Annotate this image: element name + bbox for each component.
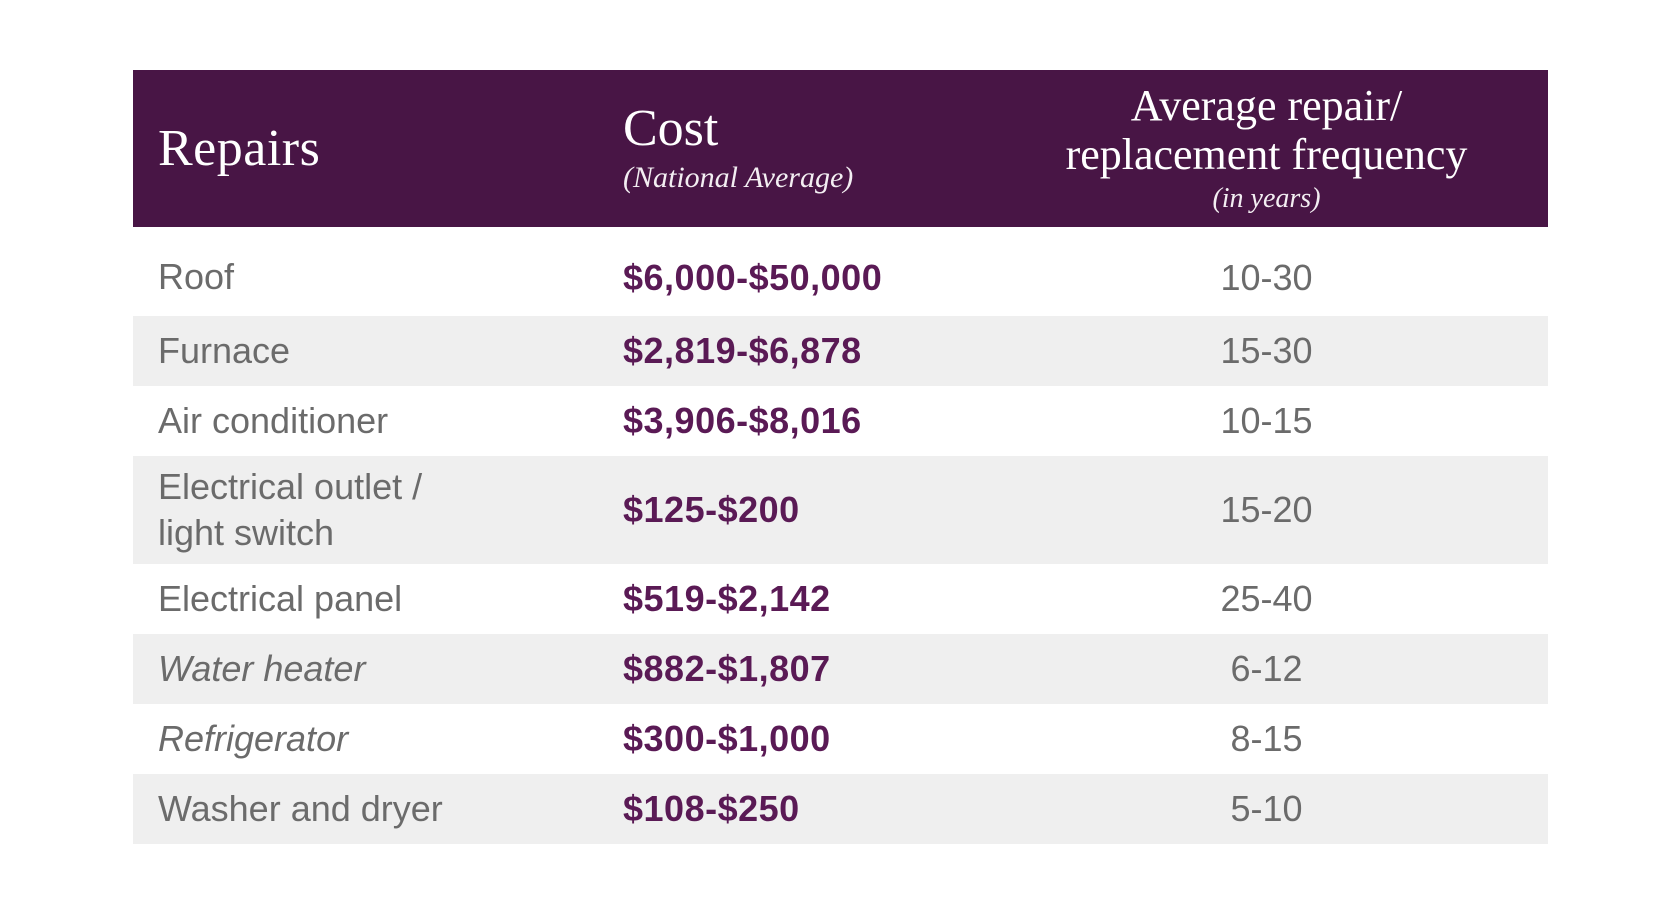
cost-range-cell: $3,906-$8,016 (623, 400, 862, 441)
table-row: Roof $6,000-$50,000 10-30 (133, 227, 1548, 316)
repair-name-cell: Refrigerator (158, 718, 349, 760)
cost-header-subtitle: (National Average) (623, 160, 854, 194)
frequency-years-cell: 10-30 (1220, 256, 1313, 298)
frequency-years-cell: 5-10 (1230, 788, 1303, 830)
table-row: Electrical panel $519-$2,142 25-40 (133, 564, 1548, 635)
column-header-frequency: Average repair/ replacement frequency (i… (985, 81, 1548, 215)
column-header-repairs: Repairs (158, 120, 321, 177)
repair-name-cell: Water heater (158, 648, 366, 690)
cost-range-cell: $519-$2,142 (623, 578, 831, 620)
repair-name-cell: Electrical outlet / light switch (158, 466, 423, 554)
table-row: Washer and dryer $108-$250 5-10 (133, 774, 1548, 845)
cost-range-cell: $6,000-$50,000 (623, 256, 883, 298)
frequency-header-subtitle: (in years) (1212, 182, 1321, 214)
frequency-header-line1: Average repair/ (1130, 81, 1403, 131)
cost-range-cell: $300-$1,000 (623, 718, 831, 760)
repair-name-cell: Furnace (158, 329, 291, 371)
table-row: Refrigerator $300-$1,000 8-15 (133, 704, 1548, 775)
table-row: Furnace $2,819-$6,878 15-30 (133, 316, 1548, 386)
repair-cost-table: Repairs Cost (National Average) Average … (133, 70, 1548, 845)
column-header-cost: Cost (National Average) (599, 99, 985, 195)
table-row: Water heater $882-$1,807 6-12 (133, 634, 1548, 705)
table-row: Electrical outlet / light switch $125-$2… (133, 456, 1548, 565)
frequency-years-cell: 6-12 (1230, 648, 1303, 690)
frequency-header-line2: replacement frequency (1065, 129, 1468, 179)
table-body: Roof $6,000-$50,000 10-30 Furnace $2,819… (133, 227, 1548, 845)
repair-name-cell: Electrical panel (158, 578, 403, 620)
frequency-years-cell: 15-20 (1220, 489, 1313, 531)
repair-name-cell: Roof (158, 256, 235, 298)
table-row: Air conditioner $3,906-$8,016 10-15 (133, 386, 1548, 456)
cost-header-title: Cost (623, 99, 719, 157)
frequency-years-cell: 8-15 (1230, 718, 1303, 760)
cost-range-cell: $125-$200 (623, 489, 800, 531)
repair-name-cell: Washer and dryer (158, 788, 443, 830)
table-header-row: Repairs Cost (National Average) Average … (133, 70, 1548, 227)
cost-range-cell: $108-$250 (623, 788, 800, 830)
repair-name-cell: Air conditioner (158, 399, 389, 441)
frequency-years-cell: 15-30 (1220, 330, 1313, 371)
cost-range-cell: $2,819-$6,878 (623, 330, 862, 371)
frequency-years-cell: 10-15 (1220, 400, 1313, 441)
cost-range-cell: $882-$1,807 (623, 648, 831, 690)
frequency-years-cell: 25-40 (1220, 578, 1313, 620)
